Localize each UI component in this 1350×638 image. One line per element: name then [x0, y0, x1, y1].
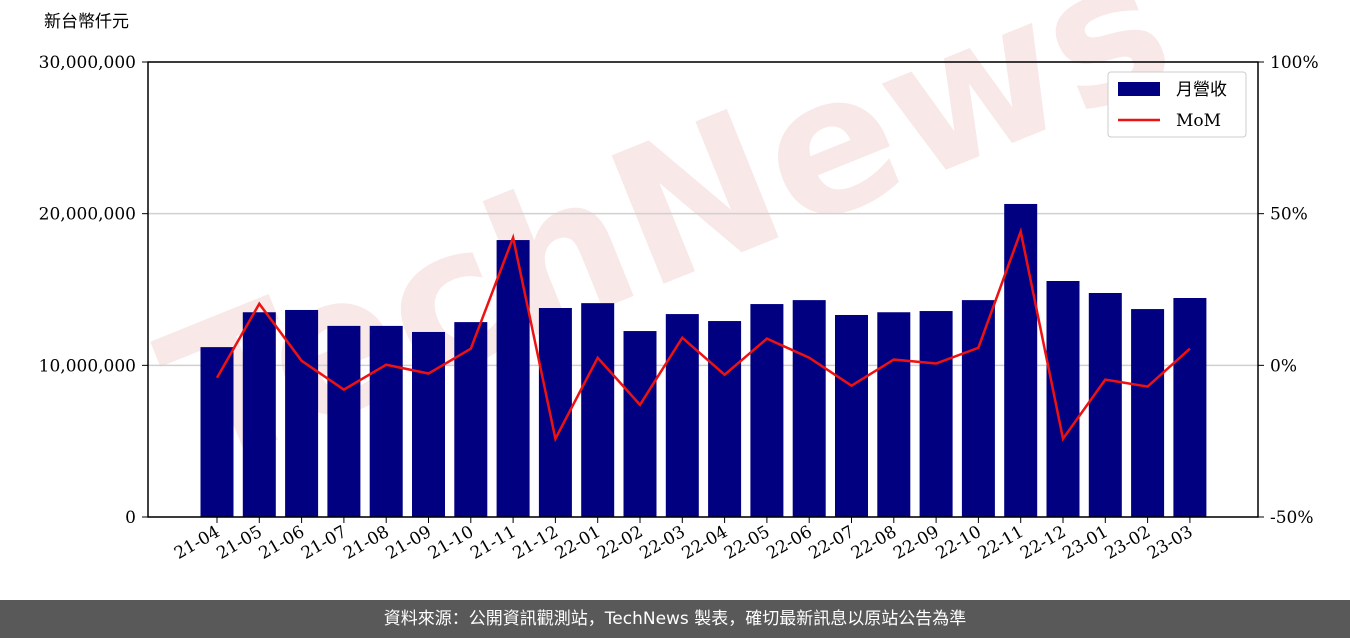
bar [665, 314, 699, 517]
x-tick-label: 22-02 [594, 522, 646, 564]
x-tick-label: 22-08 [848, 522, 900, 564]
x-tick-label: 22-06 [763, 522, 815, 564]
bar [1173, 297, 1207, 517]
x-tick-label: 21-06 [256, 522, 308, 564]
bar [877, 312, 911, 517]
x-tick-label: 21-10 [425, 522, 477, 564]
x-tick-label: 21-09 [383, 522, 435, 564]
y2-tick-label: 50% [1270, 205, 1308, 225]
y-tick-label: 0 [125, 508, 136, 528]
legend-swatch [1118, 82, 1160, 96]
bar [623, 331, 657, 517]
footer: 資料來源：公開資訊觀測站，TechNews 製表，確切最新訊息以原站公告為準 [0, 600, 1350, 638]
chart: TechNews 新台幣仟元 010,000,00020,000,00030,0… [39, 0, 1319, 564]
x-tick-label: 22-01 [552, 522, 604, 564]
bar [242, 312, 276, 517]
line [215, 226, 1191, 443]
bar [327, 325, 361, 517]
x-tick-label: 22-03 [636, 522, 688, 564]
y-tick-label: 20,000,000 [39, 205, 136, 225]
x-tick-label: 23-02 [1102, 522, 1154, 564]
bar [581, 303, 615, 517]
bar [538, 308, 572, 517]
bar [285, 309, 319, 517]
bar [1088, 292, 1122, 517]
legend-label: 月營收 [1176, 80, 1227, 100]
bar [792, 300, 826, 517]
y-axis-label: 新台幣仟元 [44, 12, 129, 32]
x-tick-label: 21-11 [467, 522, 519, 564]
x-tick-label: 22-12 [1017, 522, 1069, 564]
bar [750, 304, 784, 517]
bar [961, 300, 995, 517]
y2-tick-label: -50% [1270, 508, 1314, 528]
x-tick-label: 23-01 [1059, 522, 1111, 564]
x-tick-label: 21-07 [298, 522, 350, 564]
bar [454, 322, 488, 517]
bar [708, 321, 742, 517]
plot-frame [147, 61, 1259, 518]
x-tick-label: 21-08 [340, 522, 392, 564]
bar [496, 240, 530, 517]
x-tick-label: 23-03 [1144, 522, 1196, 564]
bar [369, 325, 403, 517]
bar [1004, 203, 1038, 517]
bar [919, 311, 953, 517]
y-tick-label: 10,000,000 [39, 356, 136, 376]
x-tick-label: 22-11 [975, 522, 1027, 564]
bar [412, 331, 445, 517]
x-tick-label: 21-05 [213, 522, 265, 564]
x-tick-label: 22-07 [806, 522, 858, 564]
bar [1131, 309, 1165, 517]
bar [200, 347, 234, 517]
legend-label: MoM [1176, 111, 1221, 131]
y2-tick-label: 100% [1270, 53, 1319, 73]
bar [1046, 281, 1080, 517]
y-tick-label: 30,000,000 [39, 53, 136, 73]
x-tick-label: 21-12 [509, 522, 561, 564]
x-tick-label: 22-04 [679, 522, 731, 564]
x-tick-label: 22-10 [932, 522, 984, 564]
x-tick-label: 21-04 [171, 522, 223, 564]
x-tick-label: 22-09 [890, 522, 942, 564]
bar [835, 314, 868, 517]
x-tick-label: 22-05 [721, 522, 773, 564]
y2-tick-label: 0% [1270, 356, 1297, 376]
